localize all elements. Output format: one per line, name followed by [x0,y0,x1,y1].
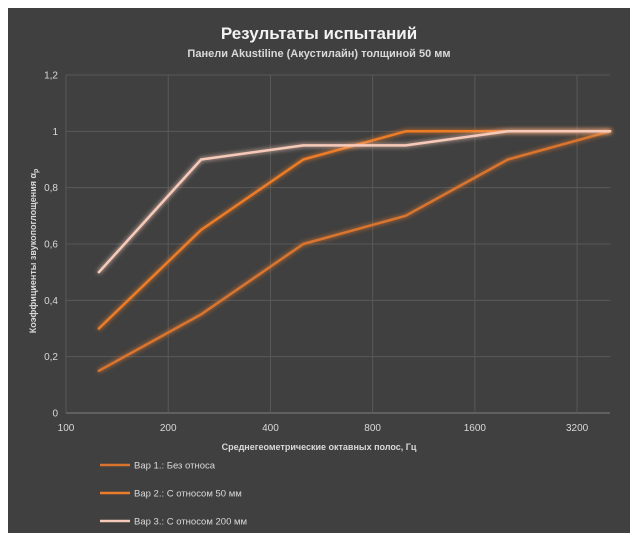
chart-title: Результаты испытаний [221,24,417,43]
series-line-3 [97,130,612,274]
x-axis-ticks: 100 200 400 800 1600 3200 [58,423,589,434]
series-lines [97,130,612,373]
legend: Вар 1.: Без относа Вар 2.: С относом 50 м… [100,461,247,528]
x-axis-label: Среднегеометрические октавных полос, Гц [222,442,417,452]
gridlines [65,74,610,414]
y-axis-ticks: 0 0,2 0,4 0,6 0,8 1 1,2 [44,71,58,420]
x-tick-label: 3200 [566,423,589,434]
y-tick-label: 1,2 [44,71,58,82]
y-tick-label: 0,4 [44,296,58,307]
legend-label-1: Вар 1.: Без относа [134,461,216,472]
y-tick-label: 0 [52,409,58,420]
x-tick-label: 200 [160,423,177,434]
legend-label-2: Вар 2.: С относом 50 мм [134,489,242,500]
y-axis-label: Коэффициенты звукопоглощения αр [28,169,40,334]
y-axis-label-subscript: р [33,169,40,173]
line-chart: Результаты испытаний Панели Akustiline (… [28,24,612,528]
x-tick-label: 400 [262,423,279,434]
y-tick-label: 0,6 [44,240,58,251]
chart-subtitle: Панели Akustiline (Акустилайн) толщиной … [187,48,450,60]
y-tick-label: 1 [52,127,58,138]
y-axis-label-main: Коэффициенты звукопоглощения α [28,173,38,334]
chart-area: Результаты испытаний Панели Akustiline (… [8,8,630,533]
y-tick-label: 0,8 [44,183,58,194]
x-tick-label: 1600 [464,423,487,434]
series-line-1 [97,130,612,373]
x-tick-label: 100 [58,423,75,434]
legend-label-3: Вар 3.: С относом 200 мм [134,517,247,528]
x-tick-label: 800 [364,423,381,434]
y-tick-label: 0,2 [44,352,58,363]
